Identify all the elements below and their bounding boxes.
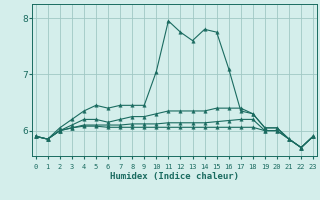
X-axis label: Humidex (Indice chaleur): Humidex (Indice chaleur) — [110, 172, 239, 181]
